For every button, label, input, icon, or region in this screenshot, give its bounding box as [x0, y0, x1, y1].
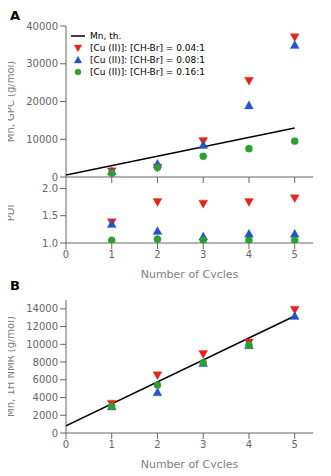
svg-text:0: 0: [52, 172, 58, 183]
svg-text:4: 4: [246, 439, 252, 450]
svg-text:0: 0: [63, 249, 69, 260]
svg-text:1: 1: [109, 249, 115, 260]
svg-text:Mn, 1H NMR (g/mol): Mn, 1H NMR (g/mol): [8, 316, 16, 417]
html-text:B: B: [10, 278, 20, 293]
svg-text:3: 3: [200, 439, 206, 450]
svg-text:2000: 2000: [33, 410, 58, 421]
svg-text:1.0: 1.0: [42, 238, 58, 249]
svg-text:14000: 14000: [26, 303, 58, 314]
svg-text:1: 1: [109, 439, 115, 450]
svg-text:1.5: 1.5: [42, 210, 58, 221]
svg-text:30000: 30000: [26, 58, 58, 69]
svg-text:2.0: 2.0: [42, 183, 58, 194]
svg-text:10000: 10000: [26, 134, 58, 145]
svg-text:4000: 4000: [33, 392, 58, 403]
html-text:Mn, th.: Mn, th.: [90, 31, 122, 41]
svg-text:12000: 12000: [26, 321, 58, 332]
svg-text:20000: 20000: [26, 96, 58, 107]
svg-text:Number of Cycles: Number of Cycles: [141, 268, 239, 278]
svg-text:4: 4: [246, 249, 252, 260]
svg-text:0: 0: [52, 428, 58, 439]
html-text:[Cu (II)]: [CH-Br] = 0.04:1: [Cu (II)]: [CH-Br] = 0.04:1: [90, 43, 205, 53]
svg-text:3: 3: [200, 249, 206, 260]
html-text:[Cu (II)]: [CH-Br] = 0.08:1: [Cu (II)]: [CH-Br] = 0.08:1: [90, 55, 205, 65]
svg-text:40000: 40000: [26, 21, 58, 32]
svg-text:2: 2: [154, 249, 160, 260]
svg-text:10000: 10000: [26, 339, 58, 350]
html-text:[Cu (II)]: [CH-Br] = 0.16:1: [Cu (II)]: [CH-Br] = 0.16:1: [90, 67, 205, 77]
svg-text:Mn, GPC (g/mol): Mn, GPC (g/mol): [8, 61, 16, 143]
html-text:A: A: [10, 8, 21, 23]
svg-text:2: 2: [154, 439, 160, 450]
svg-text:PDI: PDI: [8, 205, 16, 222]
svg-text:6000: 6000: [33, 374, 58, 385]
svg-text:Number of Cycles: Number of Cycles: [141, 458, 239, 468]
svg-text:5: 5: [292, 439, 298, 450]
svg-text:5: 5: [292, 249, 298, 260]
svg-text:8000: 8000: [33, 357, 58, 368]
svg-text:0: 0: [63, 439, 69, 450]
